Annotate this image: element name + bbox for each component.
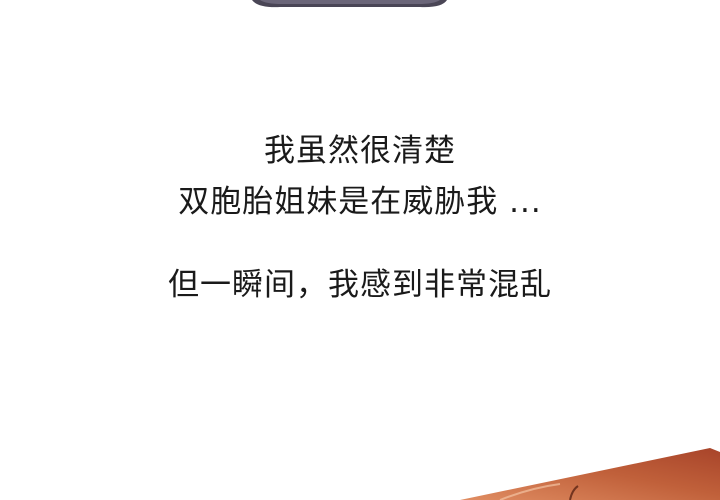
bottom-artwork-fragment bbox=[440, 440, 720, 500]
caption-line-2: 双胞胎姐妹是在威胁我 ... bbox=[0, 182, 720, 222]
top-artwork-fragment bbox=[0, 0, 720, 20]
caption-line-3: 但一瞬间，我感到非常混乱 bbox=[0, 265, 720, 305]
caption-line-1: 我虽然很清楚 bbox=[0, 131, 720, 171]
